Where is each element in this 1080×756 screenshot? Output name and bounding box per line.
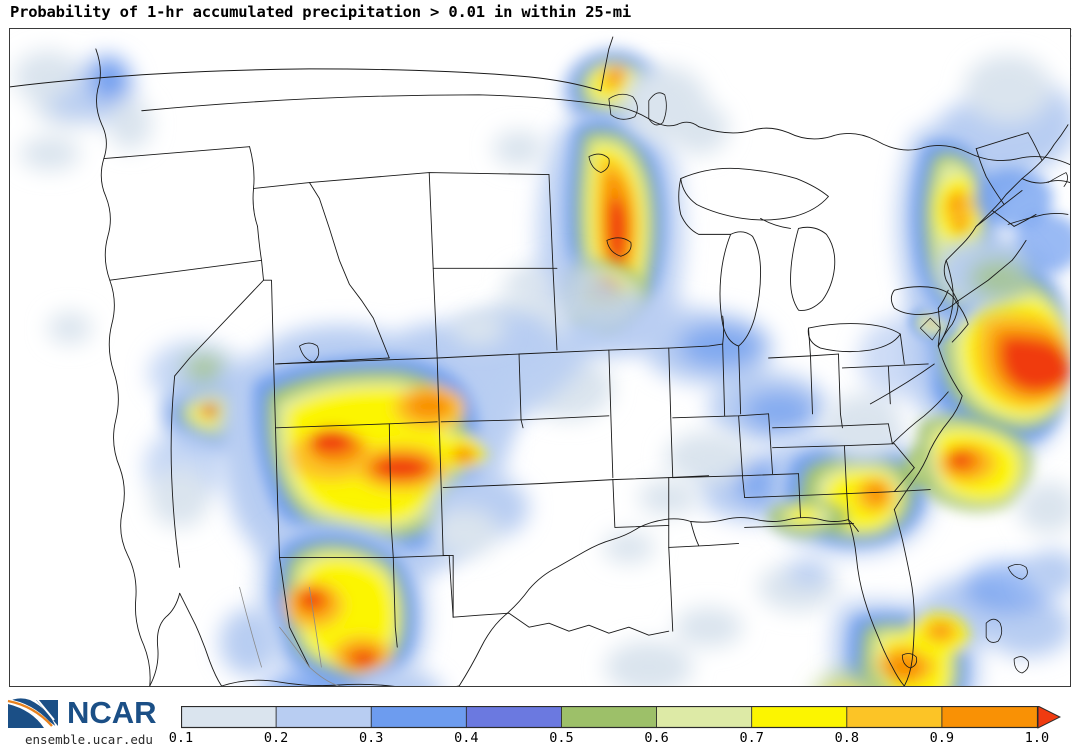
colorbar-tick-label: 0.4 bbox=[454, 730, 479, 746]
colorbar-band bbox=[466, 707, 562, 727]
colorbar-band bbox=[561, 707, 657, 727]
precipitation-probability-map bbox=[10, 29, 1070, 686]
colorbar-tick-label: 0.5 bbox=[549, 730, 574, 746]
colorbar-band bbox=[276, 707, 372, 727]
ncar-mountain-icon bbox=[6, 694, 62, 730]
colorbar-region: 0.1 0.2 0.3 0.4 0.5 0.6 0.7 0.8 0.9 1.0 bbox=[0, 687, 1080, 756]
colorbar-tick-label: 0.3 bbox=[359, 730, 384, 746]
page-title: Probability of 1-hr accumulated precipit… bbox=[10, 3, 631, 21]
probability-colorbar[interactable]: 0.1 0.2 0.3 0.4 0.5 0.6 0.7 0.8 0.9 1.0 bbox=[169, 706, 1061, 752]
ncar-url-label: ensemble.ucar.edu bbox=[25, 732, 153, 747]
map-panel[interactable] bbox=[9, 28, 1071, 687]
colorbar-tick-label: 0.7 bbox=[739, 730, 764, 746]
colorbar-band bbox=[846, 707, 942, 727]
colorbar-band bbox=[941, 707, 1037, 727]
ncar-wordmark: NCAR bbox=[67, 695, 157, 730]
colorbar-tick-label: 0.8 bbox=[834, 730, 859, 746]
colorbar-swatches bbox=[181, 706, 1061, 729]
probability-shading-layer bbox=[13, 46, 1070, 686]
colorbar-tick-label: 1.0 bbox=[1024, 730, 1050, 746]
ncar-logo[interactable]: NCAR ensemble.ucar.edu bbox=[6, 694, 176, 752]
colorbar-tick-label: 0.6 bbox=[644, 730, 669, 746]
colorbar-band bbox=[656, 707, 752, 727]
colorbar-tick-label: 0.2 bbox=[263, 730, 289, 746]
colorbar-band bbox=[181, 707, 277, 727]
colorbar-band bbox=[371, 707, 467, 727]
geography-outline-layer bbox=[10, 36, 1070, 686]
colorbar-band bbox=[751, 707, 847, 727]
colorbar-tick-label: 0.1 bbox=[168, 730, 194, 746]
header-bar: Probability of 1-hr accumulated precipit… bbox=[0, 0, 1080, 79]
colorbar-tick-label: 0.9 bbox=[929, 730, 955, 746]
